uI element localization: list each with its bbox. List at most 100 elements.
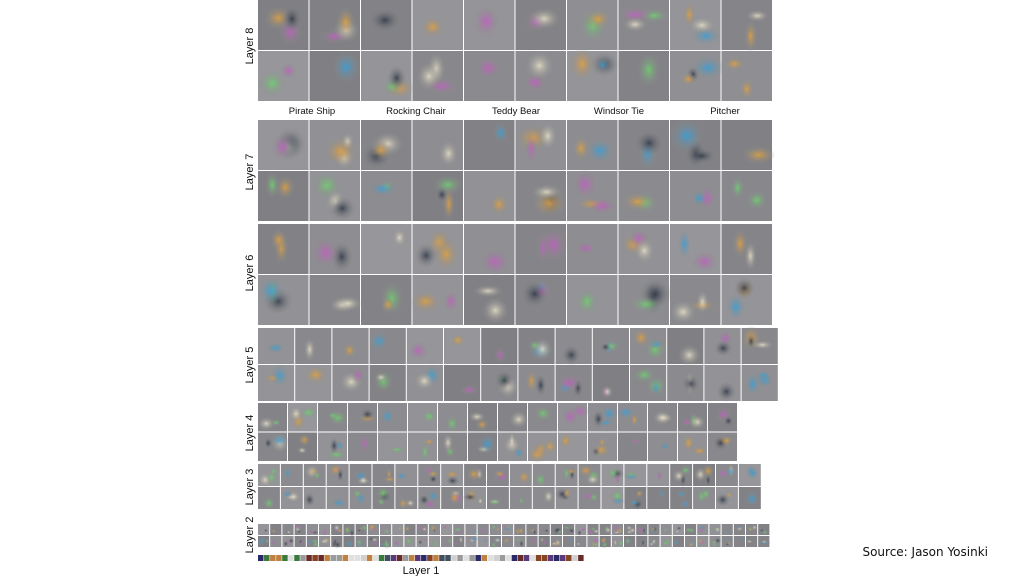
tile-pattern — [716, 467, 729, 480]
tile-pattern — [450, 333, 466, 348]
tile-pattern — [404, 525, 411, 532]
tile-pattern — [663, 526, 668, 533]
tile-pattern — [676, 490, 687, 498]
layer1-filter — [402, 555, 409, 561]
tile-pattern — [264, 528, 268, 533]
tile-pattern — [630, 437, 640, 446]
tile-pattern — [652, 410, 673, 426]
tile-pattern — [585, 9, 611, 30]
tile-pattern — [281, 4, 303, 33]
tile — [282, 524, 294, 535]
tile-pattern — [466, 467, 482, 481]
layer1-filter — [481, 555, 487, 561]
tile-pattern — [329, 436, 340, 455]
tile-pattern — [710, 540, 718, 544]
tile-pattern — [420, 16, 445, 38]
tile-pattern — [669, 299, 697, 325]
tile-pattern — [470, 536, 479, 543]
tile-pattern — [651, 538, 657, 545]
tile-pattern — [489, 498, 501, 506]
tile-pattern — [392, 228, 407, 248]
tile-pattern — [750, 340, 774, 350]
tile-pattern — [669, 119, 704, 153]
layer1-filter — [445, 555, 451, 561]
tile-pattern — [590, 527, 597, 531]
tile-pattern — [745, 9, 770, 22]
tile-pattern — [398, 525, 402, 533]
tile-pattern — [515, 537, 522, 542]
tile-pattern — [725, 536, 730, 543]
layer1-filter — [439, 555, 445, 561]
tile-pattern — [543, 438, 557, 455]
tile-pattern — [755, 370, 772, 381]
class-label: Windsor Tie — [594, 106, 644, 117]
tile-pattern — [585, 473, 601, 486]
layer1-filter — [300, 555, 306, 561]
tile-pattern — [634, 129, 665, 157]
tile-pattern — [580, 491, 595, 501]
tile-pattern — [681, 374, 701, 393]
layer1-filter — [318, 555, 324, 561]
tile-pattern — [690, 251, 718, 273]
tile-pattern — [310, 236, 341, 269]
layer1-filter — [276, 555, 282, 561]
layer-label: Layer 1 — [403, 565, 440, 576]
tile-pattern — [369, 331, 389, 352]
tile-pattern — [462, 492, 478, 502]
tile-pattern — [269, 467, 278, 476]
tile-pattern — [592, 442, 610, 458]
tile-pattern — [388, 446, 406, 454]
tile-pattern — [344, 526, 351, 534]
tile-pattern — [534, 472, 547, 487]
layer1-filter — [541, 555, 548, 561]
tile-pattern — [283, 466, 292, 480]
tile-pattern — [303, 337, 316, 362]
tile — [453, 536, 465, 547]
tile-pattern — [335, 6, 356, 38]
tile-pattern — [630, 412, 639, 427]
tile-pattern — [562, 526, 571, 530]
tile-pattern — [705, 473, 712, 487]
tile-pattern — [360, 408, 375, 421]
tile-pattern — [491, 523, 496, 531]
tile-pattern — [374, 372, 388, 383]
layer1-filter — [288, 555, 294, 561]
tile-pattern — [672, 539, 680, 545]
tile — [733, 536, 745, 547]
layer1-filter — [457, 555, 463, 561]
tile-pattern — [493, 537, 502, 543]
layer1-filter — [578, 555, 584, 561]
tile-pattern — [529, 537, 537, 544]
tile-pattern — [458, 535, 464, 544]
tile-pattern — [604, 526, 612, 534]
tile-pattern — [568, 536, 573, 543]
tile-pattern — [478, 434, 496, 454]
class-label: Rocking Chair — [386, 106, 446, 117]
tile-pattern — [517, 470, 531, 484]
tile-pattern — [622, 192, 653, 212]
tile — [489, 524, 501, 535]
tile-pattern — [370, 537, 379, 542]
layer-label: Layer 5 — [244, 347, 256, 384]
tile-pattern — [442, 525, 447, 530]
tile-pattern — [427, 490, 439, 503]
tile — [611, 536, 623, 547]
tile-pattern — [418, 493, 430, 506]
tile-pattern — [420, 442, 430, 462]
tile-pattern — [442, 433, 454, 453]
tile-pattern — [655, 469, 663, 482]
tile-pattern — [336, 467, 344, 483]
tile-pattern — [762, 530, 768, 535]
layer1-filter — [475, 555, 481, 561]
visualization-grid — [257, 0, 778, 561]
tile-pattern — [561, 406, 580, 427]
tile-pattern — [567, 527, 576, 534]
tile-pattern — [716, 381, 737, 403]
class-label: Teddy Bear — [492, 106, 540, 117]
tile-pattern — [679, 465, 692, 475]
tile-pattern — [279, 62, 298, 80]
tile-pattern — [561, 344, 582, 366]
tile — [444, 365, 481, 401]
layer1-filter — [348, 555, 355, 561]
tile-pattern — [282, 489, 292, 499]
